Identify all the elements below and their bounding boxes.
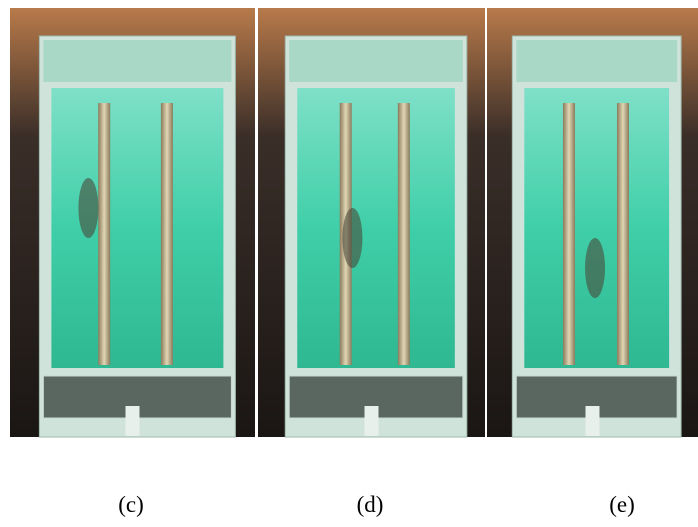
rod	[617, 103, 629, 365]
rod	[98, 103, 110, 365]
photo	[258, 8, 485, 437]
outlet-tube	[126, 406, 140, 436]
particle-cluster	[585, 238, 605, 298]
panel-label: (e)	[609, 492, 635, 517]
tank-end	[516, 40, 677, 82]
outlet-tube	[365, 406, 379, 436]
photo-panels	[10, 8, 698, 437]
particle-cluster	[342, 208, 362, 268]
water	[51, 88, 223, 368]
panel-label: (c)	[118, 492, 144, 517]
photo	[487, 8, 698, 437]
water	[297, 88, 455, 368]
rod	[563, 103, 575, 365]
particle-cluster	[78, 178, 98, 238]
water	[524, 88, 669, 368]
rod	[398, 103, 410, 365]
outlet-tube	[586, 406, 600, 436]
tank-end	[289, 40, 463, 82]
figure: (c) (d) (e)	[0, 0, 698, 527]
panel-label: (d)	[357, 492, 384, 517]
tank-end	[43, 40, 231, 82]
rod	[161, 103, 173, 365]
photo	[10, 8, 255, 437]
